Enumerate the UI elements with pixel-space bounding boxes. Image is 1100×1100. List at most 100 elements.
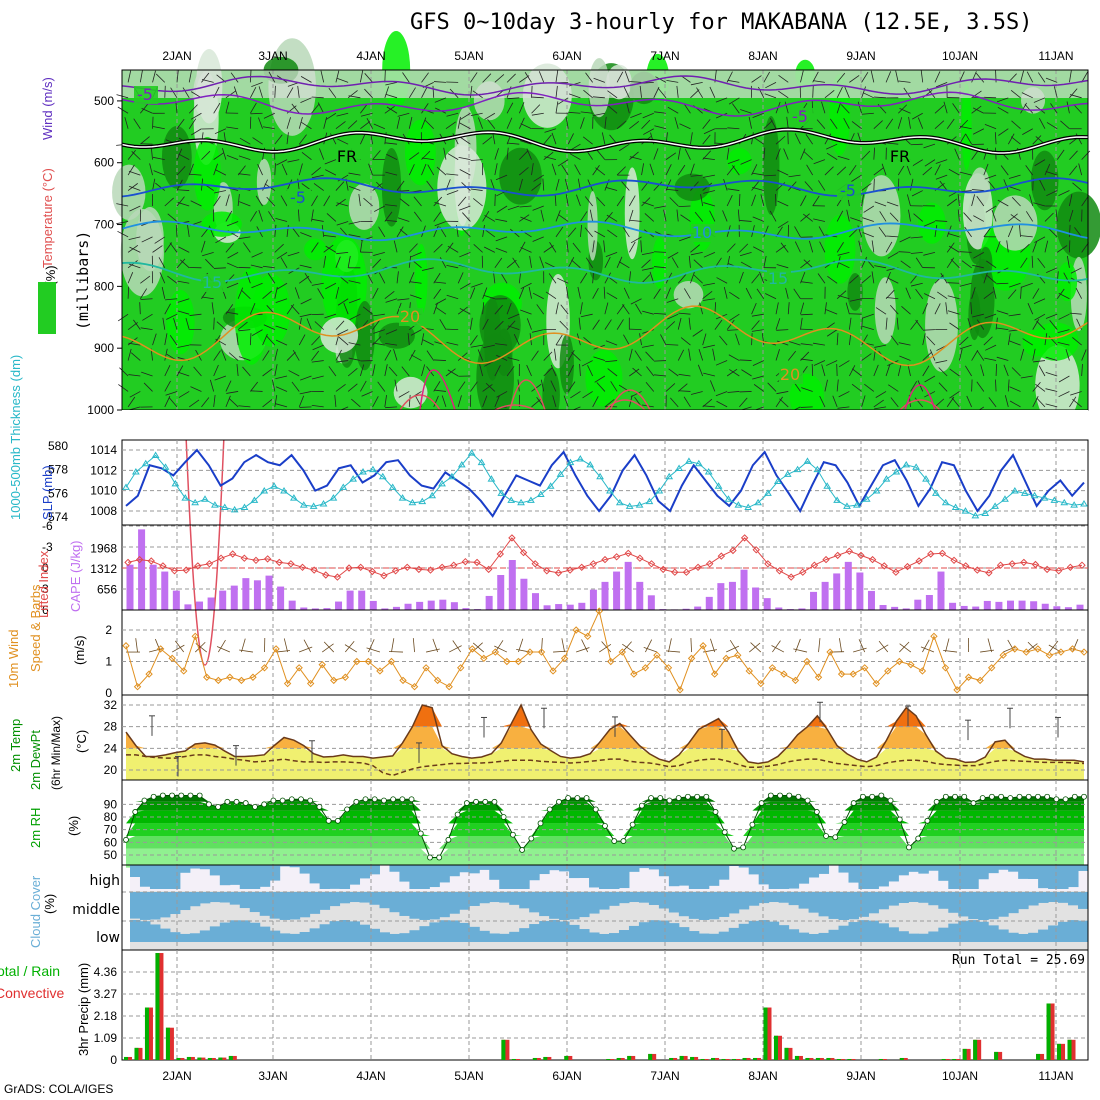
wind-barb (175, 224, 178, 237)
wind-barb (201, 296, 214, 300)
thickness-marker (240, 503, 249, 511)
rh2m-marker (316, 803, 323, 810)
wind-barb (275, 325, 288, 331)
wind-barb (300, 76, 312, 83)
cloud-high (409, 865, 420, 889)
wind-barb (384, 70, 386, 83)
wind-barb (433, 395, 439, 408)
wind-barb (703, 190, 715, 194)
cape-bar (126, 564, 134, 610)
cloud-mid (1028, 892, 1039, 906)
cloud-mid (958, 892, 969, 917)
wind-barb (185, 317, 190, 330)
wind-barb (213, 152, 224, 160)
thickness-marker (852, 501, 861, 508)
wind-barb (976, 319, 985, 330)
wind-barb (565, 116, 569, 129)
wind-barb (1032, 288, 1040, 299)
wind-barb (653, 251, 667, 253)
wind-barb (225, 395, 231, 408)
wind-barb (1081, 71, 1088, 83)
slp-line (125, 448, 1085, 518)
wind-barb (1011, 367, 1021, 377)
wind-barb (676, 85, 679, 98)
wind10-barb (853, 647, 867, 653)
lifted-line (127, 537, 1083, 578)
wind-barb (457, 306, 468, 315)
wind-barb (870, 70, 875, 83)
wind-barb (793, 288, 801, 299)
wind-barb (385, 81, 398, 86)
wind-barb (889, 212, 899, 222)
wind-barb (1038, 117, 1046, 129)
thickness-marker (556, 470, 565, 477)
wind-barb (178, 153, 190, 160)
temp-tick: 28 (104, 720, 118, 734)
cloud-high (309, 865, 321, 884)
rh2m-marker (832, 834, 839, 841)
wind-barb (470, 72, 478, 83)
rh2m-marker (215, 803, 222, 810)
wind-barb (935, 159, 948, 164)
wind-barb (803, 259, 813, 269)
cloud-low (579, 929, 590, 942)
wind-barb (337, 138, 349, 145)
wind10-barb (943, 649, 958, 653)
rh2m-marker (685, 793, 691, 800)
cloud-low (569, 924, 580, 942)
wind-barb (714, 319, 723, 330)
rh2m-marker (307, 797, 314, 804)
wind-barb (433, 288, 442, 299)
temp-fill-high (126, 705, 1084, 727)
cape-bar (555, 604, 563, 610)
wind-barb (1034, 159, 1046, 167)
wind-barb (677, 147, 681, 160)
wind-barb (311, 174, 324, 179)
wind-barb (1032, 135, 1042, 145)
wind-barb (1058, 391, 1070, 398)
cloud-high (589, 865, 600, 888)
wind-barb (127, 164, 135, 176)
wind10-marker (676, 686, 684, 694)
thickness-frame (121, 439, 1089, 526)
rh2m-marker (473, 798, 479, 805)
wind-barb (924, 375, 936, 383)
wind-barb (863, 205, 875, 213)
wind-barb (861, 334, 868, 346)
cape-bar (949, 602, 957, 610)
wind10-barb (432, 638, 439, 653)
wind-barb (348, 234, 361, 238)
rh2m-marker (1044, 793, 1051, 800)
rh2m-marker (537, 820, 544, 827)
cloud-mid (938, 892, 949, 909)
wind-barb (513, 334, 520, 346)
contour-label: -5 (840, 181, 856, 200)
wind-barb (1011, 197, 1021, 207)
wind-barb (703, 344, 715, 349)
lifted-marker (589, 560, 598, 568)
wind-barb (396, 116, 401, 129)
cape-bar (196, 601, 204, 610)
wind-barb (555, 101, 559, 114)
wind-barb (241, 290, 251, 300)
wind-barb (836, 290, 847, 300)
thickness-marker (339, 483, 348, 490)
cloud-high (858, 865, 869, 889)
wind10-marker (537, 648, 546, 656)
wind-barb (334, 394, 337, 407)
cloud-high (768, 865, 780, 889)
warm-contour (899, 399, 941, 411)
rh2m-marker (509, 831, 516, 838)
cloud-mid (828, 892, 840, 919)
wind-barb (177, 189, 190, 191)
wind-barb (624, 70, 630, 83)
wind-barb (127, 396, 136, 408)
wind-barb (751, 329, 764, 332)
rh2m-marker (252, 803, 258, 810)
wind-barb (140, 327, 153, 331)
lifted-marker (228, 550, 237, 558)
wind-barb (364, 88, 373, 99)
cloud-high (359, 865, 370, 879)
wind-barb (821, 101, 826, 114)
wind-barb (959, 348, 963, 361)
